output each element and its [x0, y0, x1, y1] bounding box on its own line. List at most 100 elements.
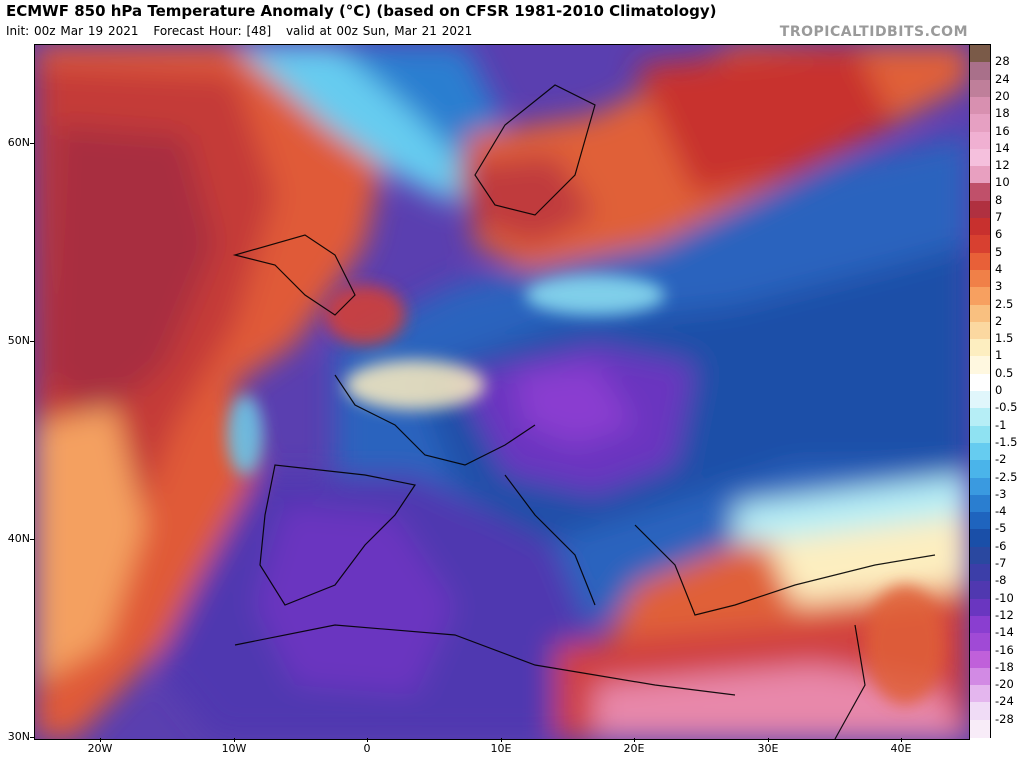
- colorbar-cell: [970, 719, 990, 738]
- colorbar-label: -2.5: [995, 469, 1018, 484]
- anomaly-field: [35, 45, 969, 739]
- colorbar-label: -18: [995, 659, 1014, 674]
- lat-tick: [30, 143, 35, 144]
- colorbar-cell: [970, 218, 990, 236]
- colorbar-label: 28: [995, 54, 1010, 69]
- colorbar-label: -3: [995, 486, 1007, 501]
- lat-label-60n: 60N: [7, 136, 30, 149]
- colorbar-label: 8: [995, 192, 1003, 207]
- colorbar-label: 7: [995, 210, 1003, 224]
- colorbar-label: -2: [995, 452, 1007, 467]
- colorbar-label: -7: [995, 556, 1007, 570]
- lat-label-30n: 30N: [7, 730, 30, 743]
- chart-title: ECMWF 850 hPa Temperature Anomaly (°C) (…: [6, 2, 717, 20]
- colorbar-cell: [970, 546, 990, 565]
- colorbar-label: 1.5: [995, 331, 1014, 346]
- colorbar-cell: [970, 287, 990, 306]
- colorbar-label: 2.5: [995, 296, 1014, 311]
- colorbar-cell: [970, 650, 990, 669]
- colorbar-label: 16: [995, 123, 1010, 138]
- colorbar-cell: [970, 339, 990, 357]
- colorbar-label: 14: [995, 140, 1010, 155]
- lon-tick: [234, 738, 235, 742]
- lon-label-10w: 10W: [221, 742, 247, 755]
- site-watermark: TROPICALTIDBITS.COM: [779, 24, 968, 40]
- lon-tick: [634, 738, 635, 742]
- colorbar-label: -10: [995, 590, 1014, 605]
- colorbar-label: 3: [995, 279, 1003, 294]
- colorbar-cell: [970, 685, 990, 703]
- colorbar-label: -6: [995, 538, 1007, 553]
- colorbar-cell: [970, 598, 990, 617]
- colorbar-cell: [970, 304, 990, 323]
- colorbar-label: 10: [995, 175, 1010, 190]
- colorbar-cell: [970, 408, 990, 427]
- colorbar-label: 6: [995, 227, 1003, 242]
- colorbar-label: -1: [995, 417, 1007, 432]
- colorbar-cell: [970, 131, 990, 150]
- lon-tick: [501, 738, 502, 742]
- init-time: Init: 00z Mar 19 2021: [6, 24, 139, 38]
- colorbar-label: -20: [995, 677, 1014, 692]
- valid-time: valid at 00z Sun, Mar 21 2021: [285, 24, 473, 38]
- colorbar-label: 4: [995, 261, 1003, 276]
- lat-tick: [30, 341, 35, 342]
- colorbar-cell: [970, 512, 990, 530]
- colorbar-label: 5: [995, 244, 1003, 259]
- colorbar-cell: [970, 356, 990, 375]
- lon-tick: [768, 738, 769, 742]
- forecast-hour: Forecast Hour: [48]: [153, 24, 272, 38]
- colorbar-cell: [970, 494, 990, 513]
- anomaly-map: [34, 44, 970, 740]
- lon-tick: [901, 738, 902, 742]
- colorbar-cell: [970, 269, 990, 288]
- colorbar-cell: [970, 79, 990, 98]
- colorbar-label: -24: [995, 694, 1014, 709]
- colorbar-cell: [970, 252, 990, 271]
- colorbar-cell: [970, 477, 990, 496]
- colorbar-cell: [970, 96, 990, 115]
- lon-label-20e: 20E: [623, 742, 645, 755]
- colorbar-cell: [970, 45, 990, 63]
- colorbar-cell: [970, 529, 990, 548]
- colorbar-cell: [970, 235, 990, 254]
- lon-label-10e: 10E: [490, 742, 512, 755]
- colorbar-label: -0.5: [995, 400, 1018, 415]
- colorbar-label: -16: [995, 642, 1014, 657]
- chart-subtitle: Init: 00z Mar 19 2021 Forecast Hour: [48…: [6, 24, 482, 38]
- colorbar-label: 12: [995, 158, 1010, 173]
- colorbar-cell: [970, 581, 990, 600]
- colorbar-cell: [970, 460, 990, 479]
- colorbar-label: -5: [995, 521, 1007, 536]
- colorbar-cell: [970, 667, 990, 686]
- lat-tick: [30, 539, 35, 540]
- colorbar-label: 0: [995, 383, 1003, 397]
- colorbar-label: 2: [995, 313, 1003, 328]
- colorbar-label: -1.5: [995, 434, 1018, 449]
- lon-label-30e: 30E: [757, 742, 779, 755]
- colorbar-cell: [970, 114, 990, 133]
- colorbar-cell: [970, 200, 990, 219]
- colorbar-cell: [970, 442, 990, 461]
- colorbar-label: 1: [995, 348, 1003, 363]
- colorbar-cell: [970, 62, 990, 81]
- colorbar-cell: [970, 391, 990, 409]
- lat-tick: [30, 737, 35, 738]
- colorbar-label: 18: [995, 106, 1010, 121]
- colorbar-cell: [970, 615, 990, 634]
- colorbar-cell: [970, 321, 990, 340]
- lat-label-40n: 40N: [7, 532, 30, 545]
- colorbar-label: -8: [995, 573, 1007, 588]
- colorbar-label: 24: [995, 71, 1010, 86]
- colorbar-cell: [970, 148, 990, 167]
- lon-label-0: 0: [363, 742, 371, 755]
- colorbar-label: 20: [995, 88, 1010, 103]
- colorbar-cell: [970, 183, 990, 202]
- colorbar-cell: [970, 166, 990, 184]
- lon-label-20w: 20W: [87, 742, 113, 755]
- colorbar-cell: [970, 633, 990, 652]
- colorbar-cell: [970, 702, 990, 721]
- colorbar: [969, 44, 991, 738]
- colorbar-label: -28: [995, 711, 1014, 726]
- lon-tick: [100, 738, 101, 742]
